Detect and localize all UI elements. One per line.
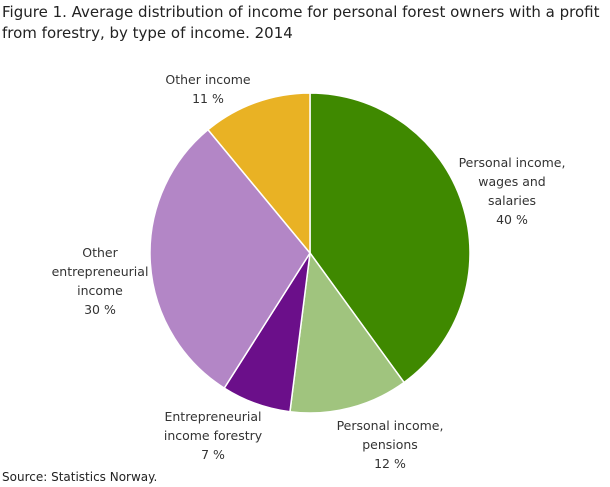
chart-title: Figure 1. Average distribution of income… [2,3,600,42]
value-label: 7 % [201,447,225,462]
slice-label: Other entrepreneurial income 30 % [50,243,150,319]
pie-slice [289,251,406,414]
slice-label: Entrepreneurial income forestry 7 % [156,407,271,464]
category-label: Other income [165,72,251,87]
pie-slice [149,128,311,390]
slice-label: Personal income, pensions 12 % [330,416,450,473]
category-label: Personal income, wages and salaries [458,155,566,208]
value-label: 11 % [192,91,224,106]
category-label: Other entrepreneurial income [51,245,149,298]
value-label: 30 % [84,302,116,317]
category-label: Entrepreneurial income forestry [163,409,263,443]
pie-slice [206,92,311,256]
category-label: Personal income, pensions [336,418,444,452]
source-note: Source: Statistics Norway. [2,470,158,484]
slice-label: Personal income, wages and salaries 40 % [455,153,570,229]
value-label: 12 % [374,456,406,471]
pie-slice [309,92,471,384]
value-label: 40 % [496,212,528,227]
slice-label: Other income 11 % [158,70,258,108]
